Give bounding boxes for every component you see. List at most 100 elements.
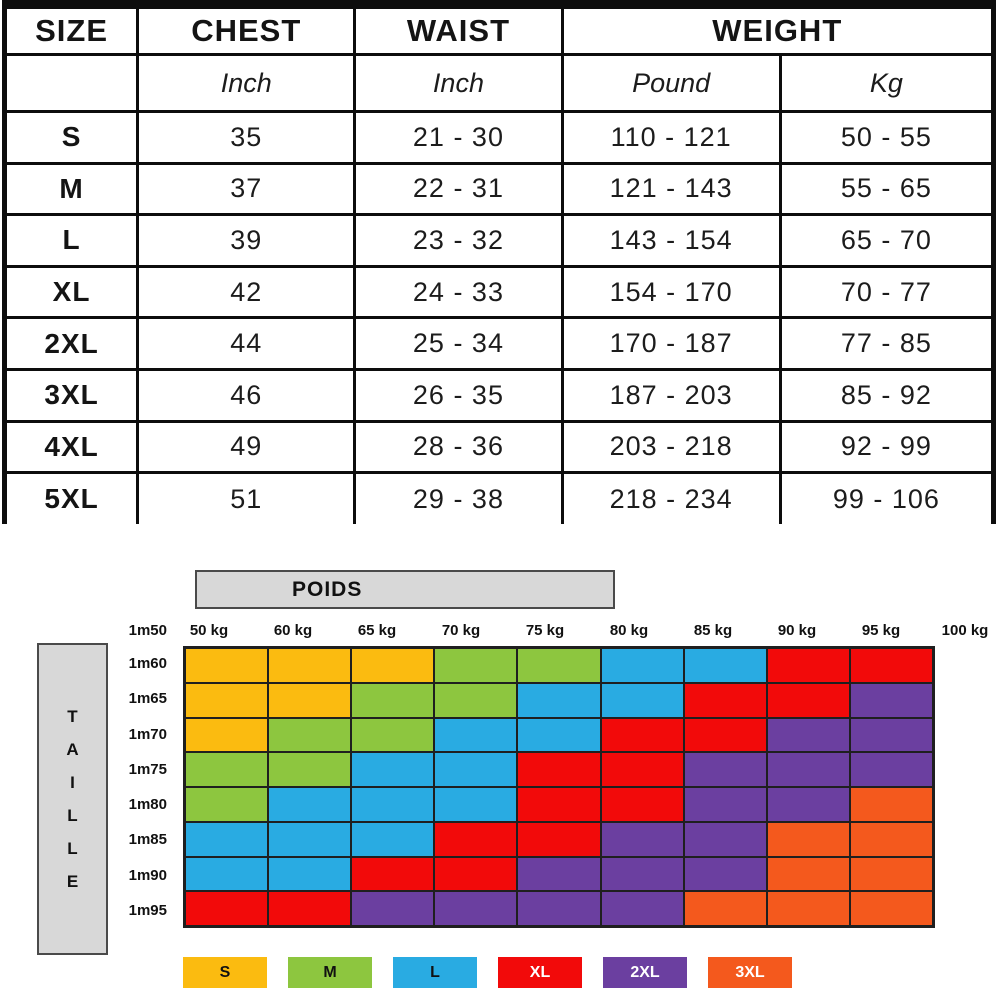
heatmap-cell-1m70-col3-m (351, 717, 435, 753)
col-header-waist: WAIST (353, 3, 564, 56)
heatmap-cell-1m85-col1-l (185, 821, 269, 857)
cell-s-waist: 21 - 30 (353, 110, 564, 165)
cell-5xl-chest: 51 (136, 471, 357, 525)
heatmap-cell-1m75-col6-xl (600, 752, 684, 787)
heatmap-cell-1m75-col3-l (351, 752, 435, 787)
weight-label-100-kg: 100 kg (941, 622, 989, 639)
heatmap-cell-1m60-col3-s (351, 648, 435, 683)
height-label-1m65: 1m65 (128, 690, 167, 708)
heatmap-cell-1m80-col2-l (268, 787, 352, 822)
heatmap-cell-1m70-col6-xl (600, 717, 684, 753)
cell-l-chest: 39 (136, 213, 357, 268)
heatmap-cell-1m85-col5-xl (517, 821, 601, 857)
heatmap-cell-1m65-col8-xl (766, 682, 850, 718)
legend-swatch-3xl: 3XL (708, 957, 792, 988)
heatmap-cell-1m70-col8-2xl (766, 717, 850, 753)
cell-m-size: M (2, 161, 140, 217)
cell-s-size: S (2, 110, 140, 165)
heatmap-cell-1m90-col3-xl (351, 856, 435, 892)
size-row-s: S 35 21 - 30 110 - 121 50 - 55 (2, 110, 996, 165)
heatmap-cell-1m90-col8-3xl (766, 856, 850, 892)
height-label-1m75: 1m75 (128, 760, 167, 778)
size-row-xl: XL 42 24 - 33 154 - 170 70 - 77 (2, 264, 996, 320)
cell-4xl-waist: 28 - 36 (353, 419, 564, 475)
weight-label-80-kg: 80 kg (609, 622, 649, 639)
heatmap-cell-1m60-col2-s (268, 648, 352, 683)
unit-chest-inch: Inch (136, 53, 357, 113)
cell-xl-size: XL (2, 264, 140, 320)
heatmap-cell-1m75-col5-xl (517, 752, 601, 787)
height-label-1m95: 1m95 (128, 901, 167, 919)
height-axis-title-letter: L (67, 806, 78, 825)
heatmap-cell-1m65-col6-l (600, 682, 684, 718)
heatmap-cell-1m85-col7-2xl (683, 821, 767, 857)
heatmap-cell-1m70-col2-m (268, 717, 352, 753)
cell-l-kg: 65 - 70 (778, 213, 996, 268)
heatmap-cell-1m70-col9-2xl (849, 717, 933, 753)
heatmap-cell-1m60-col9-xl (849, 648, 933, 683)
size-row-4xl: 4XL 49 28 - 36 203 - 218 92 - 99 (2, 419, 996, 475)
heatmap-cell-1m80-col9-3xl (849, 787, 933, 822)
heatmap-cell-1m95-col4-2xl (434, 891, 518, 926)
cell-3xl-size: 3XL (2, 367, 140, 423)
cell-3xl-waist: 26 - 35 (353, 367, 564, 423)
heatmap-cell-1m70-col1-s (185, 717, 269, 753)
col-header-size: SIZE (2, 3, 140, 56)
heatmap-cell-1m65-col7-xl (683, 682, 767, 718)
heatmap-cell-1m60-col8-xl (766, 648, 850, 683)
weight-label-60-kg: 60 kg (273, 622, 313, 639)
heatmap-cell-1m95-col9-3xl (849, 891, 933, 926)
unit-weight-kg: Kg (778, 53, 996, 113)
size-table-header-row: SIZE CHEST WAIST WEIGHT (2, 3, 996, 56)
height-label-1m70: 1m70 (128, 725, 167, 743)
size-row-m: M 37 22 - 31 121 - 143 55 - 65 (2, 161, 996, 217)
cell-5xl-kg: 99 - 106 (778, 471, 996, 525)
cell-3xl-pound: 187 - 203 (560, 367, 782, 423)
heatmap-cell-1m60-col6-l (600, 648, 684, 683)
cell-2xl-kg: 77 - 85 (778, 316, 996, 371)
height-axis-labels: 1m60 1m65 1m70 1m75 1m80 1m85 1m90 1m95 (105, 646, 167, 928)
weight-axis-labels: 50 kg 60 kg 65 kg 70 kg 75 kg 80 kg 85 kg 90 kg… (167, 622, 1000, 642)
heatmap-cell-1m65-col5-l (517, 682, 601, 718)
cell-xl-waist: 24 - 33 (353, 264, 564, 320)
heatmap-cell-1m85-col8-3xl (766, 821, 850, 857)
cell-2xl-waist: 25 - 34 (353, 316, 564, 371)
heatmap-cell-1m65-col3-m (351, 682, 435, 718)
cell-s-pound: 110 - 121 (560, 110, 782, 165)
cell-2xl-pound: 170 - 187 (560, 316, 782, 371)
heatmap-cell-1m60-col5-m (517, 648, 601, 683)
height-axis-title-letter: T (67, 707, 78, 726)
weight-axis-title-box: POIDS (195, 570, 615, 609)
legend-swatch-l: L (393, 957, 477, 988)
heatmap-cell-1m75-col1-m (185, 752, 269, 787)
height-label-1m85: 1m85 (128, 831, 167, 849)
heatmap-cell-1m80-col4-l (434, 787, 518, 822)
cell-4xl-chest: 49 (136, 419, 357, 475)
cell-4xl-size: 4XL (2, 419, 140, 475)
cell-m-pound: 121 - 143 (560, 161, 782, 217)
legend-swatch-xl: XL (498, 957, 582, 988)
cell-5xl-pound: 218 - 234 (560, 471, 782, 525)
unit-weight-pound: Pound (560, 53, 782, 113)
size-heatmap-grid (183, 646, 935, 928)
heatmap-cell-1m75-col9-2xl (849, 752, 933, 787)
heatmap-cell-1m90-col6-2xl (600, 856, 684, 892)
unit-blank (2, 53, 140, 113)
cell-3xl-chest: 46 (136, 367, 357, 423)
heatmap-cell-1m95-col3-2xl (351, 891, 435, 926)
cell-m-kg: 55 - 65 (778, 161, 996, 217)
heatmap-cell-1m95-col2-xl (268, 891, 352, 926)
heatmap-cell-1m90-col1-l (185, 856, 269, 892)
height-axis-title-letter: A (66, 740, 79, 759)
heatmap-cell-1m80-col5-xl (517, 787, 601, 822)
heatmap-cell-1m95-col1-xl (185, 891, 269, 926)
weight-label-75-kg: 75 kg (525, 622, 565, 639)
size-chart-table: SIZE CHEST WAIST WEIGHT Inch Inch Pound … (2, 0, 996, 525)
heatmap-cell-1m80-col8-2xl (766, 787, 850, 822)
weight-label-70-kg: 70 kg (441, 622, 481, 639)
cell-3xl-kg: 85 - 92 (778, 367, 996, 423)
cell-2xl-chest: 44 (136, 316, 357, 371)
